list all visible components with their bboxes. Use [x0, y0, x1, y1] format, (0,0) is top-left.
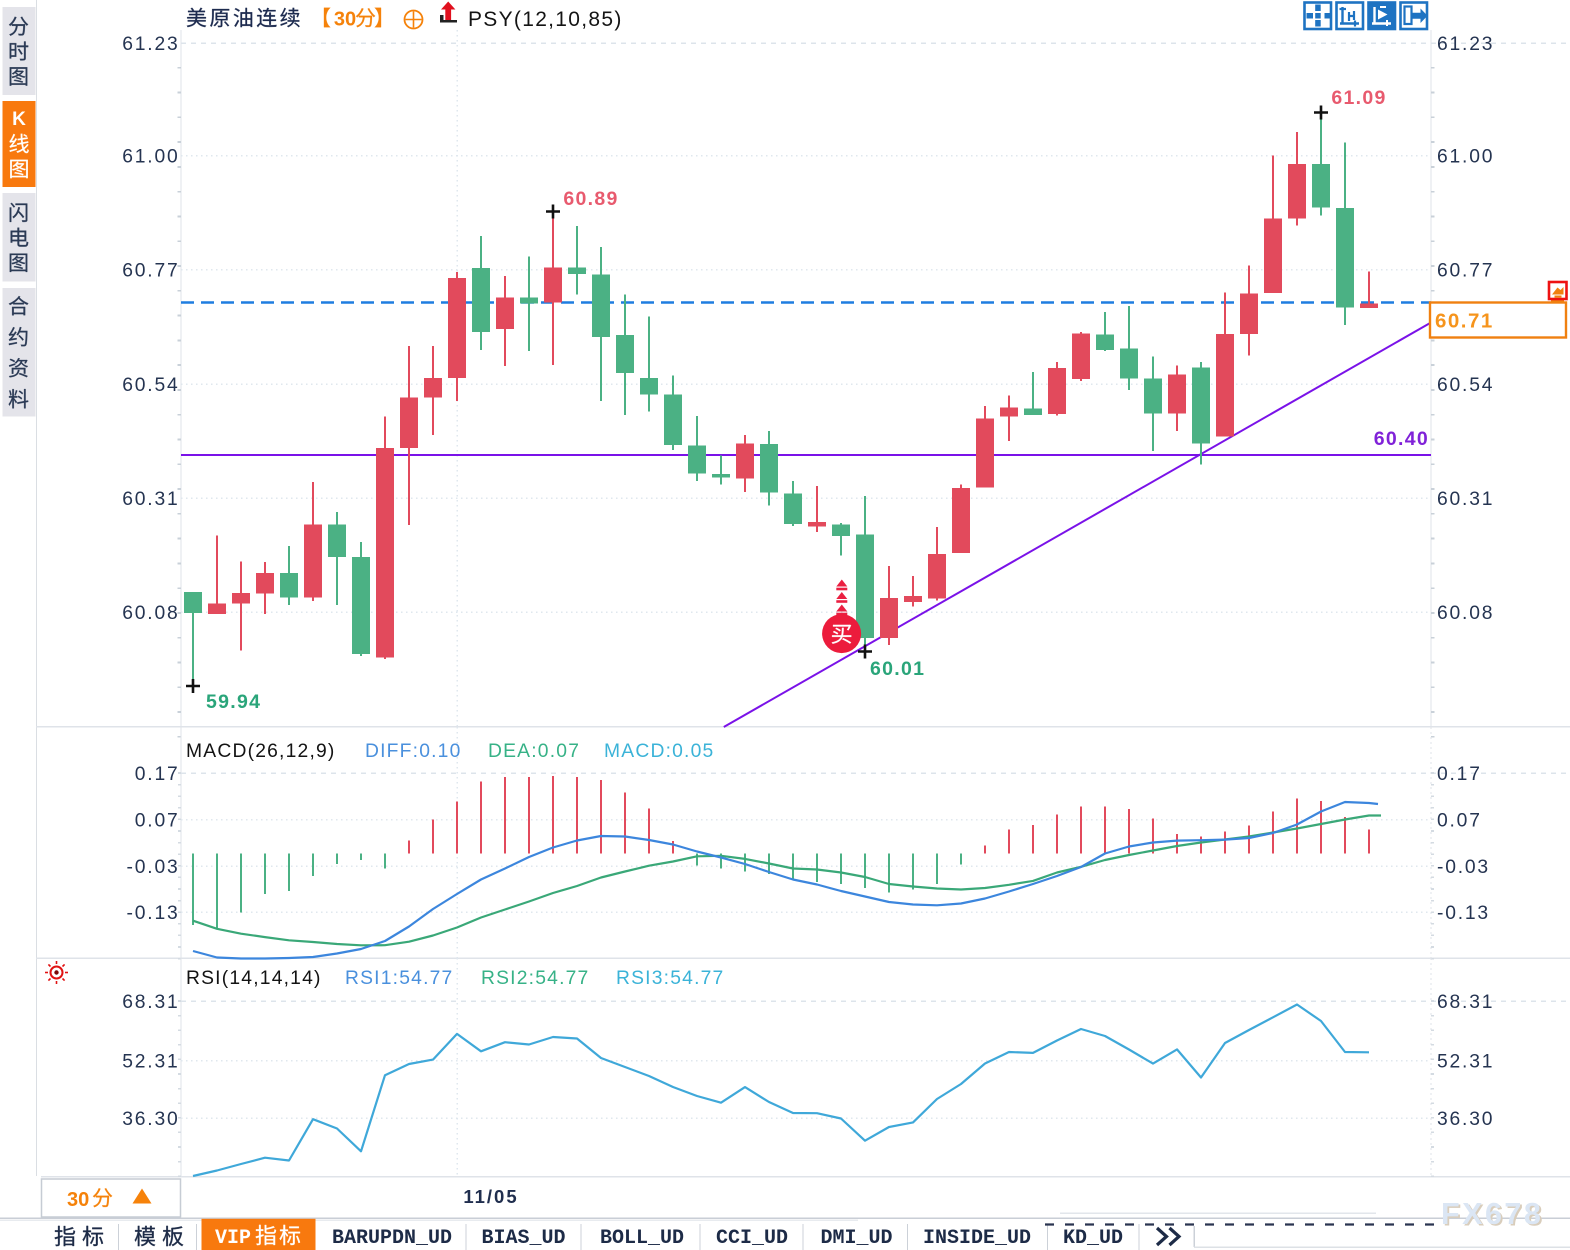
svg-text:60.71: 60.71	[1435, 310, 1494, 333]
svg-text:MACD:0.05: MACD:0.05	[604, 741, 714, 762]
svg-text:60.08: 60.08	[122, 603, 179, 624]
svg-text:68.31: 68.31	[122, 992, 179, 1013]
svg-text:59.94: 59.94	[206, 691, 261, 713]
svg-text:68.31: 68.31	[1437, 992, 1494, 1013]
svg-text:KD_UD: KD_UD	[1063, 1227, 1123, 1250]
svg-text:RSI1:54.77: RSI1:54.77	[345, 968, 453, 989]
svg-text:BIAS_UD: BIAS_UD	[481, 1227, 565, 1250]
svg-text:11/05: 11/05	[463, 1186, 518, 1207]
svg-text:CCI_UD: CCI_UD	[716, 1227, 788, 1250]
svg-text:RSI(14,14,14): RSI(14,14,14)	[186, 968, 322, 989]
svg-text:-0.03: -0.03	[127, 857, 180, 878]
svg-text:DMI_UD: DMI_UD	[820, 1227, 892, 1250]
svg-text:60.77: 60.77	[122, 261, 179, 282]
svg-text:36.30: 36.30	[122, 1109, 179, 1130]
svg-text:60.31: 60.31	[1437, 489, 1494, 510]
svg-text:0.07: 0.07	[1437, 811, 1482, 832]
svg-text:FX678: FX678	[1441, 1197, 1543, 1231]
svg-text:60.40: 60.40	[1374, 428, 1429, 450]
svg-text:30: 30	[334, 9, 356, 31]
svg-text:-0.03: -0.03	[1437, 857, 1490, 878]
svg-text:0.17: 0.17	[1437, 764, 1482, 785]
svg-text:61.00: 61.00	[122, 147, 179, 168]
svg-text:61.23: 61.23	[122, 34, 179, 55]
svg-text:52.31: 52.31	[122, 1052, 179, 1073]
svg-text:60.54: 60.54	[122, 375, 179, 396]
svg-text:60.08: 60.08	[1437, 603, 1494, 624]
svg-text:DEA:0.07: DEA:0.07	[488, 741, 580, 762]
svg-text:61.00: 61.00	[1437, 147, 1494, 168]
svg-text:-0.13: -0.13	[127, 903, 180, 924]
svg-text:61.09: 61.09	[1331, 87, 1386, 109]
svg-text:BOLL_UD: BOLL_UD	[600, 1227, 684, 1250]
svg-text:60.89: 60.89	[563, 188, 618, 210]
svg-text:60.01: 60.01	[870, 658, 925, 680]
svg-text:VIP: VIP	[215, 1227, 251, 1250]
svg-text:60.77: 60.77	[1437, 261, 1494, 282]
svg-text:DIFF:0.10: DIFF:0.10	[365, 741, 462, 762]
svg-text:RSI3:54.77: RSI3:54.77	[616, 968, 724, 989]
svg-text:RSI2:54.77: RSI2:54.77	[481, 968, 589, 989]
svg-text:BARUPDN_UD: BARUPDN_UD	[332, 1227, 452, 1250]
svg-text:0.07: 0.07	[135, 811, 180, 832]
svg-text:-0.13: -0.13	[1437, 903, 1490, 924]
svg-text:30: 30	[67, 1189, 89, 1211]
svg-text:60.54: 60.54	[1437, 375, 1494, 396]
svg-text:FX678: FX678	[1443, 1199, 1545, 1233]
svg-text:K: K	[12, 109, 26, 130]
svg-text:52.31: 52.31	[1437, 1052, 1494, 1073]
svg-text:60.31: 60.31	[122, 489, 179, 510]
svg-text:36.30: 36.30	[1437, 1109, 1494, 1130]
svg-text:INSIDE_UD: INSIDE_UD	[923, 1227, 1031, 1250]
svg-text:PSY(12,10,85): PSY(12,10,85)	[468, 8, 623, 31]
svg-text:61.23: 61.23	[1437, 34, 1494, 55]
svg-text:0.17: 0.17	[135, 764, 180, 785]
svg-text:MACD(26,12,9): MACD(26,12,9)	[186, 741, 336, 762]
